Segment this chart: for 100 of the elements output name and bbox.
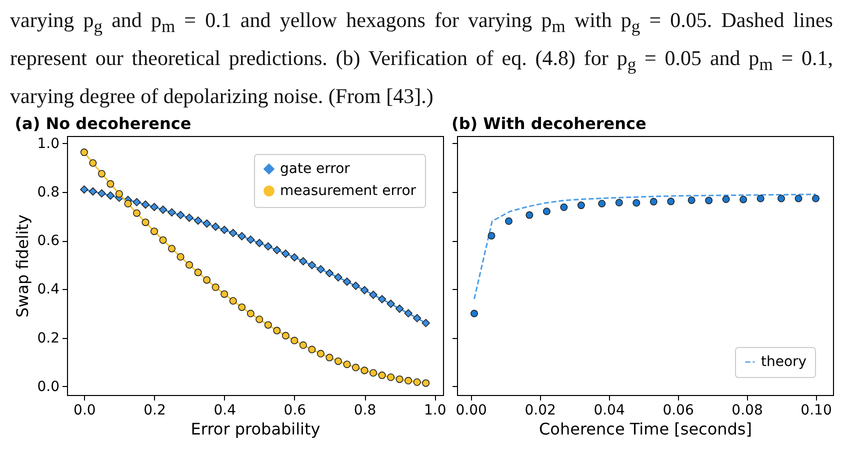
point (360, 366, 368, 374)
x-tick-label: 0.0 (74, 402, 96, 418)
x-tick-label: 0.06 (662, 402, 694, 418)
text: varying p$_{g}$ and p$_{m}$ = 0.1 and yellow hexagons for varying p$_{m}$ with p$_{g}$ = 0.05. Dashed lines represent our theoretical predictions. (b) Verification of eq. (4.8) for p$_{g}$ = 0.05 and p$_{m}$ = 0.1, varying degree of depolarizing noise. (From [43].) (10, 8, 833, 108)
point (158, 206, 168, 214)
point (186, 261, 194, 269)
point (264, 242, 272, 251)
point (740, 196, 748, 204)
x-tick-label: 0.6 (284, 402, 306, 418)
legend-label: measurement error (280, 183, 416, 199)
point (378, 295, 386, 304)
point (132, 198, 141, 206)
point (228, 228, 238, 238)
point (80, 185, 88, 194)
x-tick-label: 0.4 (214, 402, 236, 418)
point (387, 374, 395, 381)
point (342, 278, 352, 286)
point (325, 269, 334, 278)
point (316, 265, 325, 274)
point (238, 303, 246, 311)
point (202, 219, 211, 228)
point (168, 208, 176, 216)
point (168, 244, 176, 252)
chart-title: (b) With decoherence (452, 114, 647, 133)
legend-label: theory (761, 354, 807, 370)
point (159, 236, 167, 244)
point (343, 360, 351, 368)
point (395, 304, 404, 313)
point (404, 309, 412, 318)
point (812, 194, 820, 202)
point (526, 211, 534, 219)
y-tick-label: 0.4 (37, 282, 60, 298)
point (256, 316, 264, 324)
point (412, 314, 422, 322)
x-tick-label: 0.04 (594, 402, 625, 418)
point (386, 300, 395, 308)
point (89, 159, 97, 167)
point (106, 191, 115, 200)
point (185, 214, 194, 222)
x-tick-label: 0.2 (144, 402, 166, 418)
point (598, 200, 606, 208)
point (615, 198, 623, 206)
point (404, 376, 412, 384)
point (290, 336, 298, 344)
y-tick-label: 0.6 (37, 233, 60, 250)
legend-label: gate error (280, 161, 350, 177)
point (124, 200, 132, 208)
point (115, 190, 123, 198)
x-tick-label: 1.0 (424, 402, 446, 418)
x-tick-label: 0.8 (354, 402, 376, 418)
point (352, 364, 360, 372)
point (688, 196, 696, 204)
point (132, 209, 140, 217)
point (246, 235, 255, 244)
point (542, 208, 550, 216)
point (142, 218, 150, 226)
point (650, 198, 658, 206)
x-tick-label: 0.00 (456, 402, 487, 418)
x-tick-label: 0.02 (524, 402, 556, 418)
x-tick-label: 0.08 (732, 402, 763, 418)
point (229, 297, 237, 305)
x-tick-label: 0.10 (800, 402, 832, 418)
point (396, 375, 404, 383)
x-axis-title: Coherence Time [seconds] (538, 420, 752, 438)
point (212, 284, 220, 292)
point (220, 226, 228, 234)
y-tick-label: 0.0 (37, 378, 60, 395)
point (220, 290, 228, 298)
point (150, 228, 158, 236)
point (273, 326, 281, 334)
point (778, 194, 786, 202)
y-tick-label: 1.0 (37, 136, 60, 152)
point (756, 194, 764, 202)
point (308, 261, 316, 270)
point (176, 253, 184, 261)
point (106, 180, 114, 188)
point (282, 332, 290, 340)
point (88, 187, 98, 196)
point (370, 369, 378, 377)
point (308, 346, 316, 354)
point (141, 200, 150, 209)
point (334, 357, 342, 365)
point (326, 354, 334, 362)
point (369, 290, 378, 299)
point (560, 204, 568, 212)
point (264, 321, 272, 329)
point (794, 194, 802, 202)
point (470, 310, 478, 318)
point (80, 148, 88, 156)
point (98, 189, 106, 198)
point (360, 286, 369, 294)
point (176, 210, 185, 220)
point (488, 232, 496, 240)
point (299, 257, 308, 266)
point (98, 170, 106, 178)
point (290, 253, 299, 262)
point (705, 196, 713, 204)
y-tick-label: 0.8 (37, 184, 60, 200)
point (246, 310, 254, 318)
point (299, 341, 307, 349)
